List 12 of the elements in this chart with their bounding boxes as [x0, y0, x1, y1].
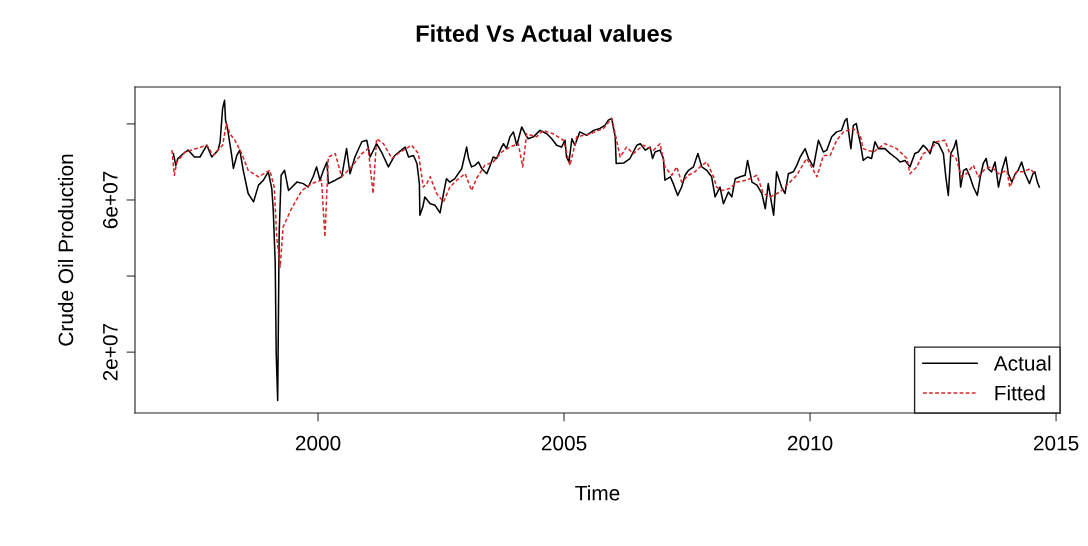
- line-series: [171, 117, 1036, 268]
- legend-label: Fitted: [995, 385, 1045, 401]
- legend-label: Actual: [993, 355, 1051, 371]
- x-tick-label: 2000: [295, 435, 341, 451]
- x-tick-label: 2015: [1033, 435, 1079, 451]
- x-axis-title: Time: [575, 485, 620, 501]
- x-tick-label: 2010: [787, 435, 833, 451]
- y-tick-label: 2e+07: [102, 323, 118, 381]
- chart-title: Fitted Vs Actual values: [416, 24, 672, 42]
- y-tick-label: 6e+07: [102, 171, 118, 229]
- y-axis-title: Crude Oil Production: [57, 154, 74, 346]
- x-tick-label: 2005: [541, 435, 587, 451]
